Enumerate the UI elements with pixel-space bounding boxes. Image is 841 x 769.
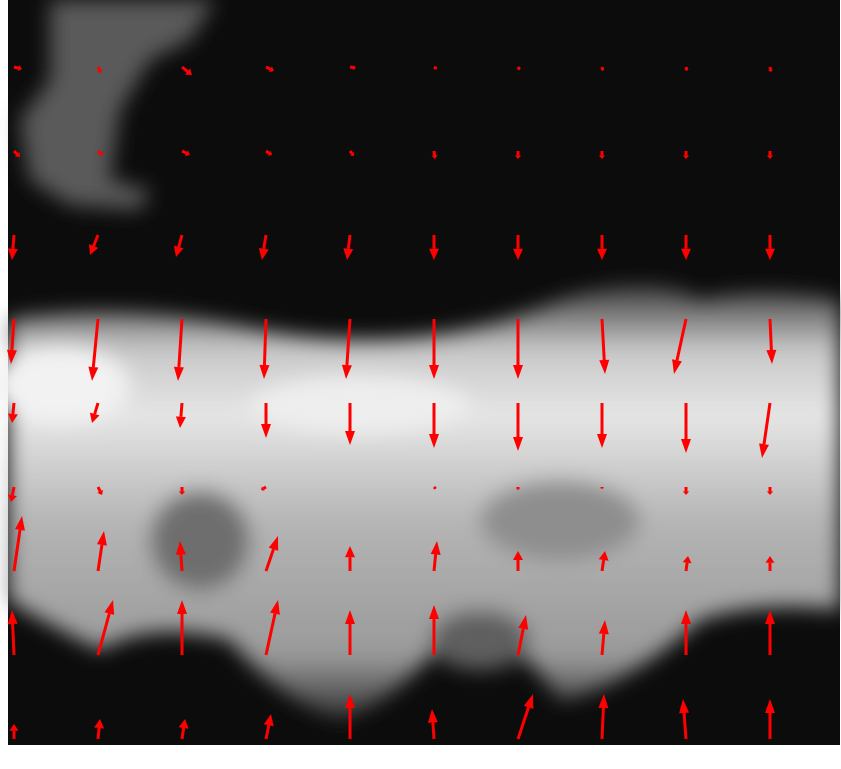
- arrow-shaft: [350, 67, 353, 68]
- arrow-shaft: [434, 555, 436, 572]
- arrow-shaft: [12, 319, 14, 350]
- arrow-shaft: [182, 728, 184, 739]
- arrow-shaft: [13, 624, 14, 655]
- arrow-shaft: [434, 67, 436, 68]
- arrow-shaft: [182, 151, 186, 153]
- background-image: [0, 0, 840, 745]
- arrow-shaft: [686, 563, 687, 571]
- arrow-shaft: [433, 723, 434, 740]
- arrow-shaft: [770, 67, 771, 70]
- arrow-shaft: [348, 235, 350, 249]
- arrow-shaft: [686, 67, 687, 69]
- arrow-shaft: [98, 728, 99, 739]
- arrow-shaft: [98, 487, 100, 491]
- arrow-shaft: [12, 487, 14, 495]
- arrow-shaft: [350, 151, 352, 154]
- arrow-shaft: [602, 708, 603, 739]
- arrow-shaft: [266, 151, 269, 153]
- arrow-shaft: [181, 403, 182, 417]
- arrow-shaft: [266, 67, 270, 69]
- arrow-shaft: [434, 151, 435, 155]
- arrow-shaft: [181, 555, 182, 572]
- arrow-shaft: [13, 235, 14, 249]
- arrow-shaft: [602, 67, 603, 69]
- arrow-shaft: [13, 403, 14, 414]
- arrow-shaft: [14, 67, 18, 68]
- arrow-shaft: [602, 634, 604, 655]
- arrow-shaft: [263, 487, 266, 489]
- arrow-shaft: [684, 713, 686, 739]
- arrow-shaft: [98, 67, 100, 70]
- quiver-image: [0, 0, 841, 769]
- arrow-shaft: [434, 487, 435, 488]
- arrow-shaft: [98, 151, 101, 154]
- arrow-shaft: [518, 67, 519, 69]
- arrow-shaft: [770, 319, 771, 350]
- arrow-shaft: [602, 560, 604, 571]
- arrow-shaft: [264, 319, 266, 365]
- page: (() => { const data = JSON.parse(documen…: [0, 0, 841, 769]
